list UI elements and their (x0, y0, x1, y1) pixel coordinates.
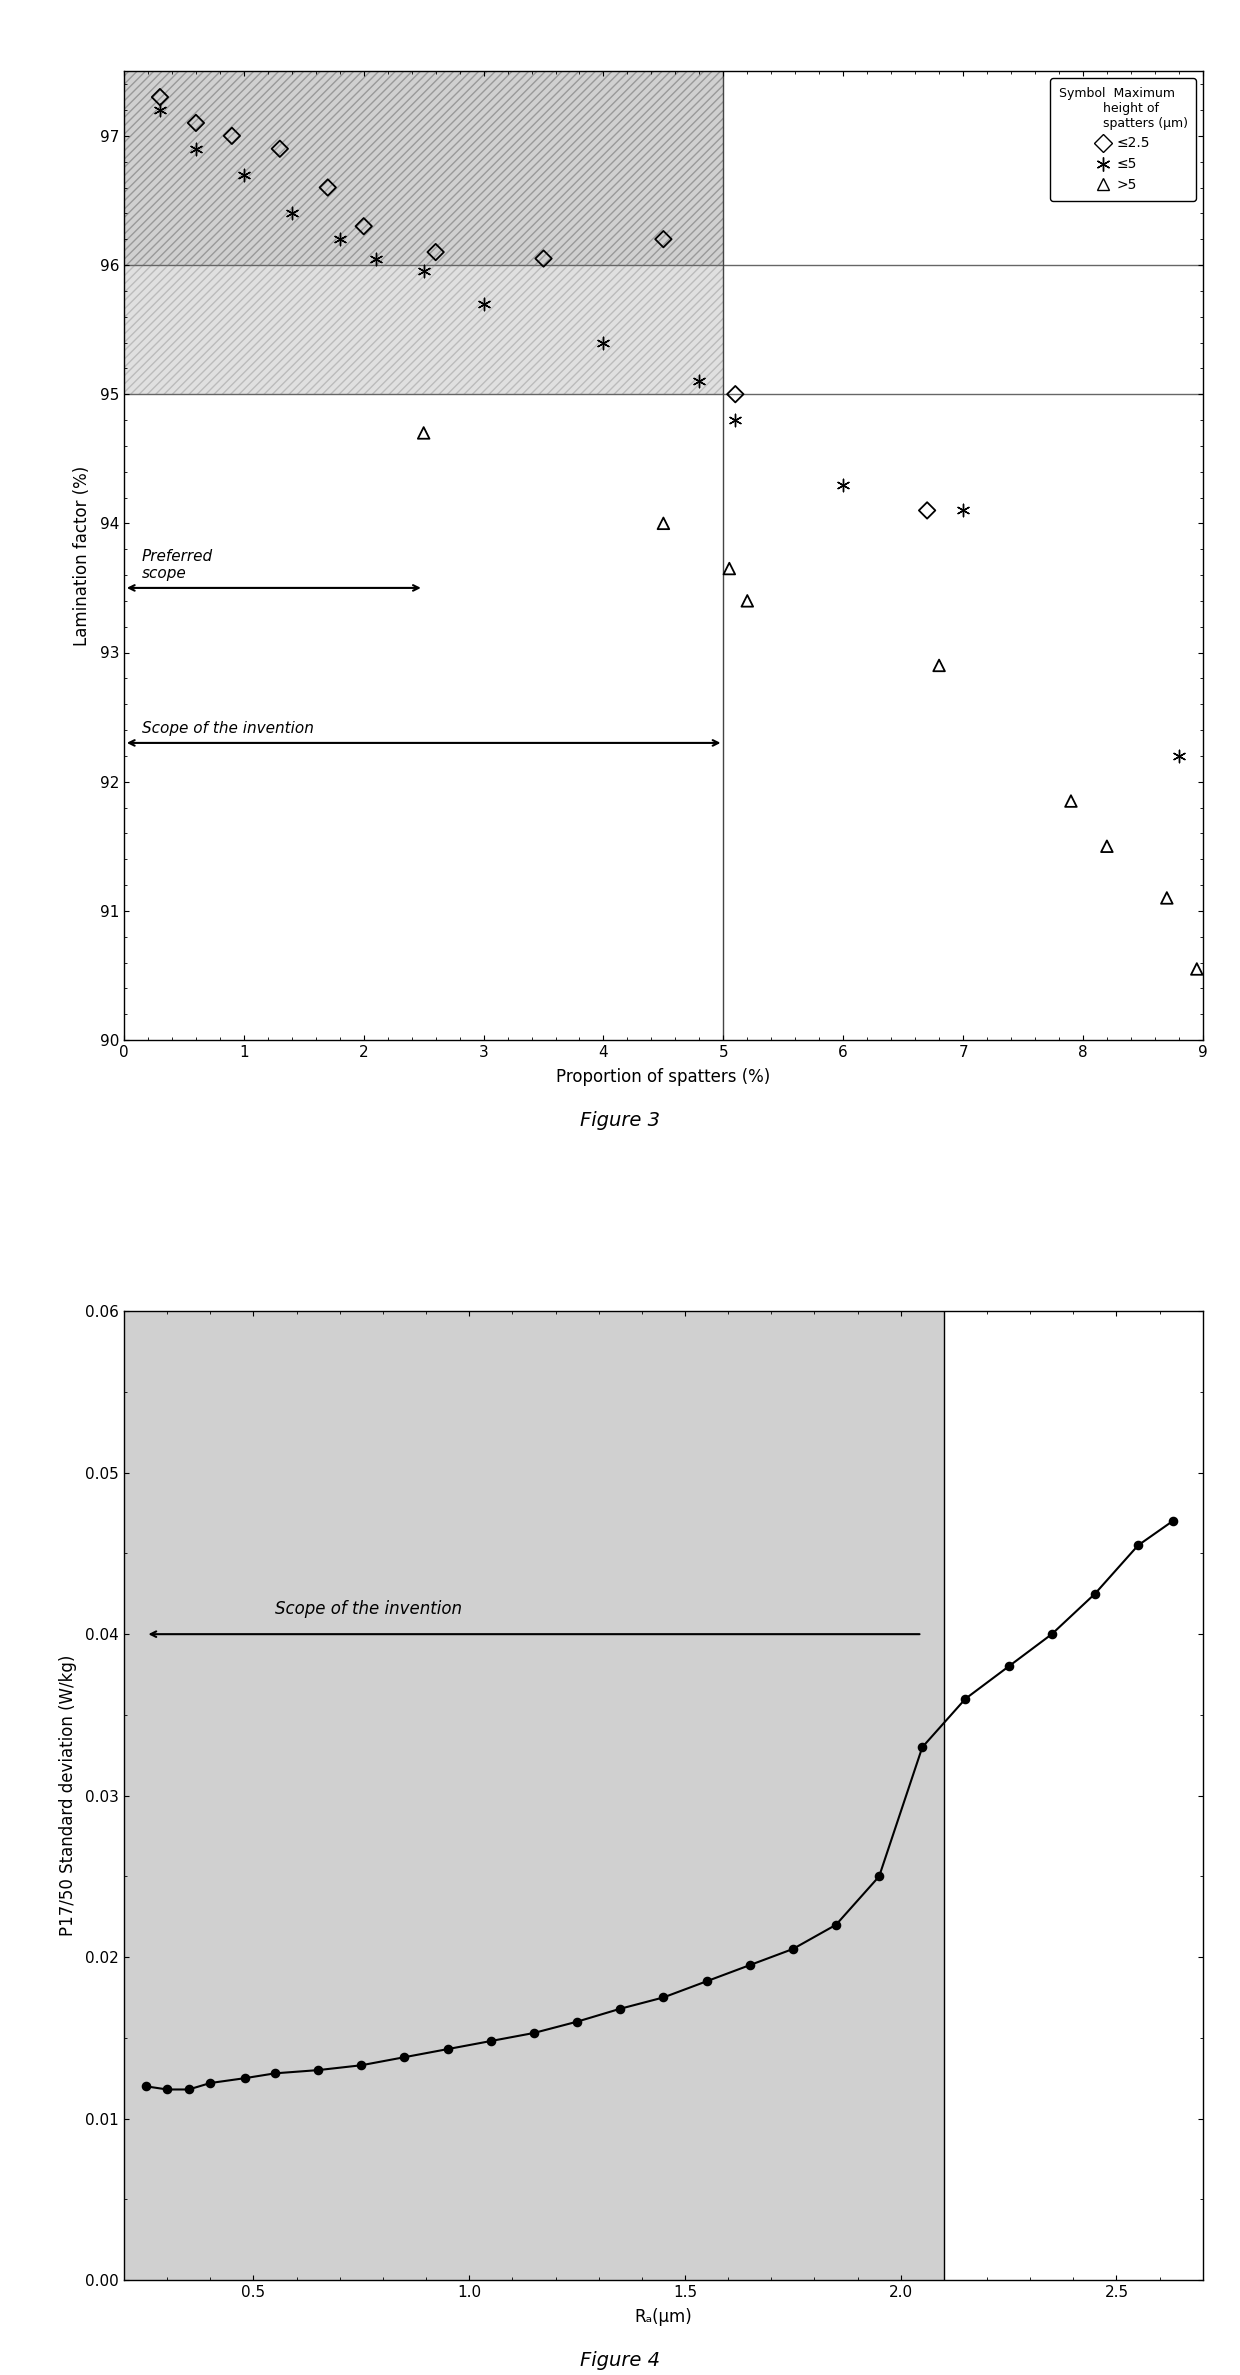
Point (157, 2071, 177, 2109)
X-axis label: Rₐ(μm): Rₐ(μm) (635, 2308, 692, 2325)
Point (998, 1648, 1018, 1686)
Point (309, 2052, 329, 2090)
Point (525, 2014, 544, 2052)
Point (956, 1679, 976, 1717)
Legend: ≤2.5, ≤5, >5: ≤2.5, ≤5, >5 (1050, 78, 1195, 202)
Point (438, 2031, 458, 2069)
Point (135, 2066, 155, 2104)
Point (929, 646, 949, 684)
Text: Scope of the invention: Scope of the invention (141, 722, 314, 736)
Point (594, 323, 614, 361)
Point (330, 221, 350, 259)
Point (1061, 781, 1081, 819)
Point (474, 285, 494, 323)
Point (317, 169, 337, 207)
Point (826, 1905, 846, 1943)
Point (740, 1945, 760, 1983)
Point (1042, 1615, 1061, 1653)
Text: Scope of the invention: Scope of the invention (275, 1601, 463, 1617)
Point (425, 233, 445, 271)
Point (725, 375, 745, 413)
Point (697, 1962, 717, 2000)
Point (351, 2047, 371, 2085)
Point (1157, 879, 1177, 917)
Point (222, 116, 242, 154)
Point (353, 207, 373, 245)
Point (567, 2002, 587, 2040)
Point (1187, 950, 1207, 988)
Point (414, 413, 434, 451)
Point (179, 2071, 198, 2109)
Point (234, 157, 254, 195)
Point (186, 131, 206, 169)
Point (366, 240, 386, 278)
Y-axis label: Lamination factor (%): Lamination factor (%) (73, 466, 92, 646)
Point (918, 492, 937, 530)
Text: Preferred
scope: Preferred scope (141, 549, 213, 582)
Text: Figure 3: Figure 3 (580, 1112, 660, 1130)
Point (653, 504, 673, 542)
Point (954, 492, 973, 530)
Point (653, 221, 673, 259)
Point (414, 252, 434, 290)
Point (1097, 826, 1117, 864)
Point (1085, 1575, 1105, 1613)
Y-axis label: P17/50 Standard deviation (W/kg): P17/50 Standard deviation (W/kg) (60, 1655, 77, 1936)
Point (653, 1978, 673, 2016)
Point (689, 363, 709, 401)
Bar (124, 1311, 944, 2280)
Point (265, 2054, 285, 2092)
Point (1163, 1501, 1183, 1539)
Point (533, 240, 553, 278)
Bar (124, 266, 723, 394)
Point (234, 2059, 254, 2097)
Point (186, 104, 206, 142)
Point (1128, 1527, 1148, 1565)
Point (610, 1990, 630, 2028)
Point (782, 1931, 802, 1969)
Point (394, 2038, 414, 2076)
Point (725, 401, 745, 439)
Point (481, 2021, 501, 2059)
Point (913, 1729, 932, 1767)
Point (869, 1857, 889, 1895)
Point (281, 195, 301, 233)
Point (833, 466, 853, 503)
Point (150, 78, 170, 116)
Bar (124, 71, 723, 266)
Point (201, 2064, 221, 2102)
Point (738, 582, 758, 620)
Point (150, 90, 170, 128)
Point (1169, 736, 1189, 774)
Point (719, 549, 739, 587)
Text: Figure 4: Figure 4 (580, 2351, 660, 2370)
X-axis label: Proportion of spatters (%): Proportion of spatters (%) (557, 1069, 770, 1085)
Point (270, 131, 290, 169)
